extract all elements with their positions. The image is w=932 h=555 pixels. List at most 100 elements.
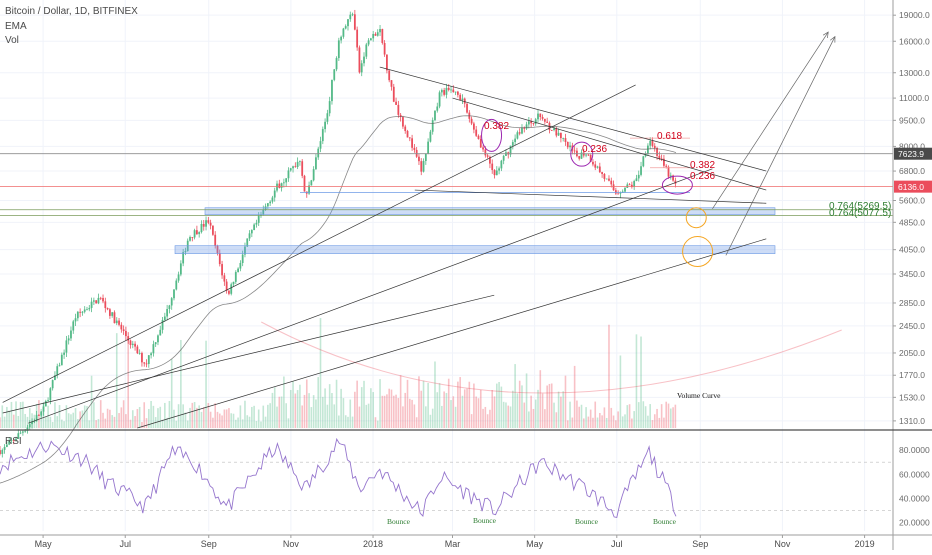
volume-bar: [221, 415, 223, 428]
volume-bar: [303, 394, 306, 428]
trend-line-2: [28, 168, 713, 424]
candle-body: [193, 230, 196, 238]
volume-bar: [280, 396, 283, 428]
y-tick-label: 1530.0: [899, 392, 925, 402]
fib-label-0236-a: 0.236: [582, 144, 607, 155]
volume-bar: [289, 389, 292, 428]
candle-body: [601, 172, 604, 174]
volume-bar: [347, 416, 349, 428]
candle-body: [108, 309, 111, 316]
candle-body: [413, 147, 416, 150]
candle-body: [177, 274, 180, 281]
volume-bar: [292, 381, 294, 428]
volume-bar: [612, 415, 615, 428]
volume-bar: [550, 383, 553, 428]
candle-body: [209, 222, 212, 226]
candle-body: [395, 101, 397, 105]
volume-bar: [406, 379, 409, 428]
volume-bar: [324, 388, 326, 428]
candle-body: [191, 237, 194, 238]
volume-bar: [381, 395, 384, 428]
volume-bar: [106, 408, 109, 428]
candle-body: [104, 301, 107, 309]
candle-body: [436, 106, 439, 111]
candle-body: [106, 308, 109, 310]
volume-bar: [523, 402, 526, 428]
volume-bar: [125, 414, 127, 428]
volume-bar: [283, 376, 285, 428]
volume-bar: [436, 392, 439, 428]
volume-bar: [99, 400, 102, 428]
volume-bar: [342, 398, 345, 428]
candle-body: [212, 225, 214, 235]
candle-body: [63, 352, 66, 355]
candle-body: [182, 252, 185, 264]
volume-bar: [322, 396, 324, 428]
volume-bar: [500, 386, 503, 428]
volume-bar: [351, 416, 354, 428]
volume-bar: [420, 390, 423, 428]
volume-bar: [512, 390, 514, 428]
volume-bar: [656, 408, 658, 428]
candle-body: [152, 344, 155, 354]
volume-bar: [28, 408, 31, 428]
candle-body: [79, 311, 82, 313]
candle-body: [521, 128, 523, 134]
volume-bar: [431, 408, 434, 428]
volume-bar: [404, 392, 407, 428]
candle-body: [427, 141, 430, 154]
volume-bar: [271, 392, 274, 428]
volume-bar: [560, 396, 562, 428]
candle-body: [319, 141, 322, 149]
y-tick-label: 4050.0: [899, 245, 925, 255]
x-tick-label: Nov: [283, 539, 300, 549]
volume-bar: [532, 408, 535, 428]
volume-bar: [331, 393, 333, 428]
fib-ext-label-1: 0.764(5269.5): [829, 201, 891, 212]
volume-bar: [528, 411, 530, 428]
volume-bar: [399, 375, 402, 428]
volume-bar: [141, 421, 143, 428]
volume-bar: [301, 405, 303, 428]
volume-bar: [193, 402, 196, 428]
candle-body: [276, 183, 278, 191]
candle-body: [241, 254, 244, 263]
volume-bar: [441, 405, 443, 428]
candle-body: [411, 138, 413, 148]
volume-bar: [228, 408, 230, 428]
candle-body: [418, 156, 420, 162]
candle-body: [667, 166, 670, 177]
y-tick-label: 2050.0: [899, 348, 925, 358]
candle-body: [15, 438, 17, 441]
candle-body: [660, 158, 663, 160]
volume-bar: [49, 416, 52, 428]
candle-body: [74, 318, 77, 322]
volume-bar: [493, 396, 496, 428]
volume-bar: [214, 403, 217, 428]
candle-body: [166, 308, 169, 317]
candle-body: [81, 311, 84, 313]
volume-bar: [285, 403, 287, 428]
projection-arrow-1: [712, 31, 829, 210]
candle-body: [125, 330, 127, 337]
volume-bar: [495, 383, 498, 428]
volume-bar: [537, 389, 539, 428]
candle-body: [596, 166, 599, 168]
volume-bar: [83, 405, 86, 428]
candle-body: [58, 365, 61, 367]
volume-bar: [521, 385, 523, 428]
candle-body: [38, 414, 40, 416]
volume-bar: [109, 409, 111, 428]
bounce-label-4: Bounce: [653, 517, 677, 526]
rsi-tick-label: 60.0000: [899, 469, 930, 479]
candle-body: [356, 29, 359, 48]
candle-body: [351, 14, 354, 16]
volume-bar: [77, 419, 79, 428]
volume-bar: [260, 421, 262, 428]
grid: [0, 0, 893, 531]
fib-ext-label-2: 0.764(5077.5): [829, 208, 891, 219]
candle-body: [255, 222, 258, 225]
volume-bar: [182, 404, 184, 428]
volume-bar: [15, 401, 17, 428]
